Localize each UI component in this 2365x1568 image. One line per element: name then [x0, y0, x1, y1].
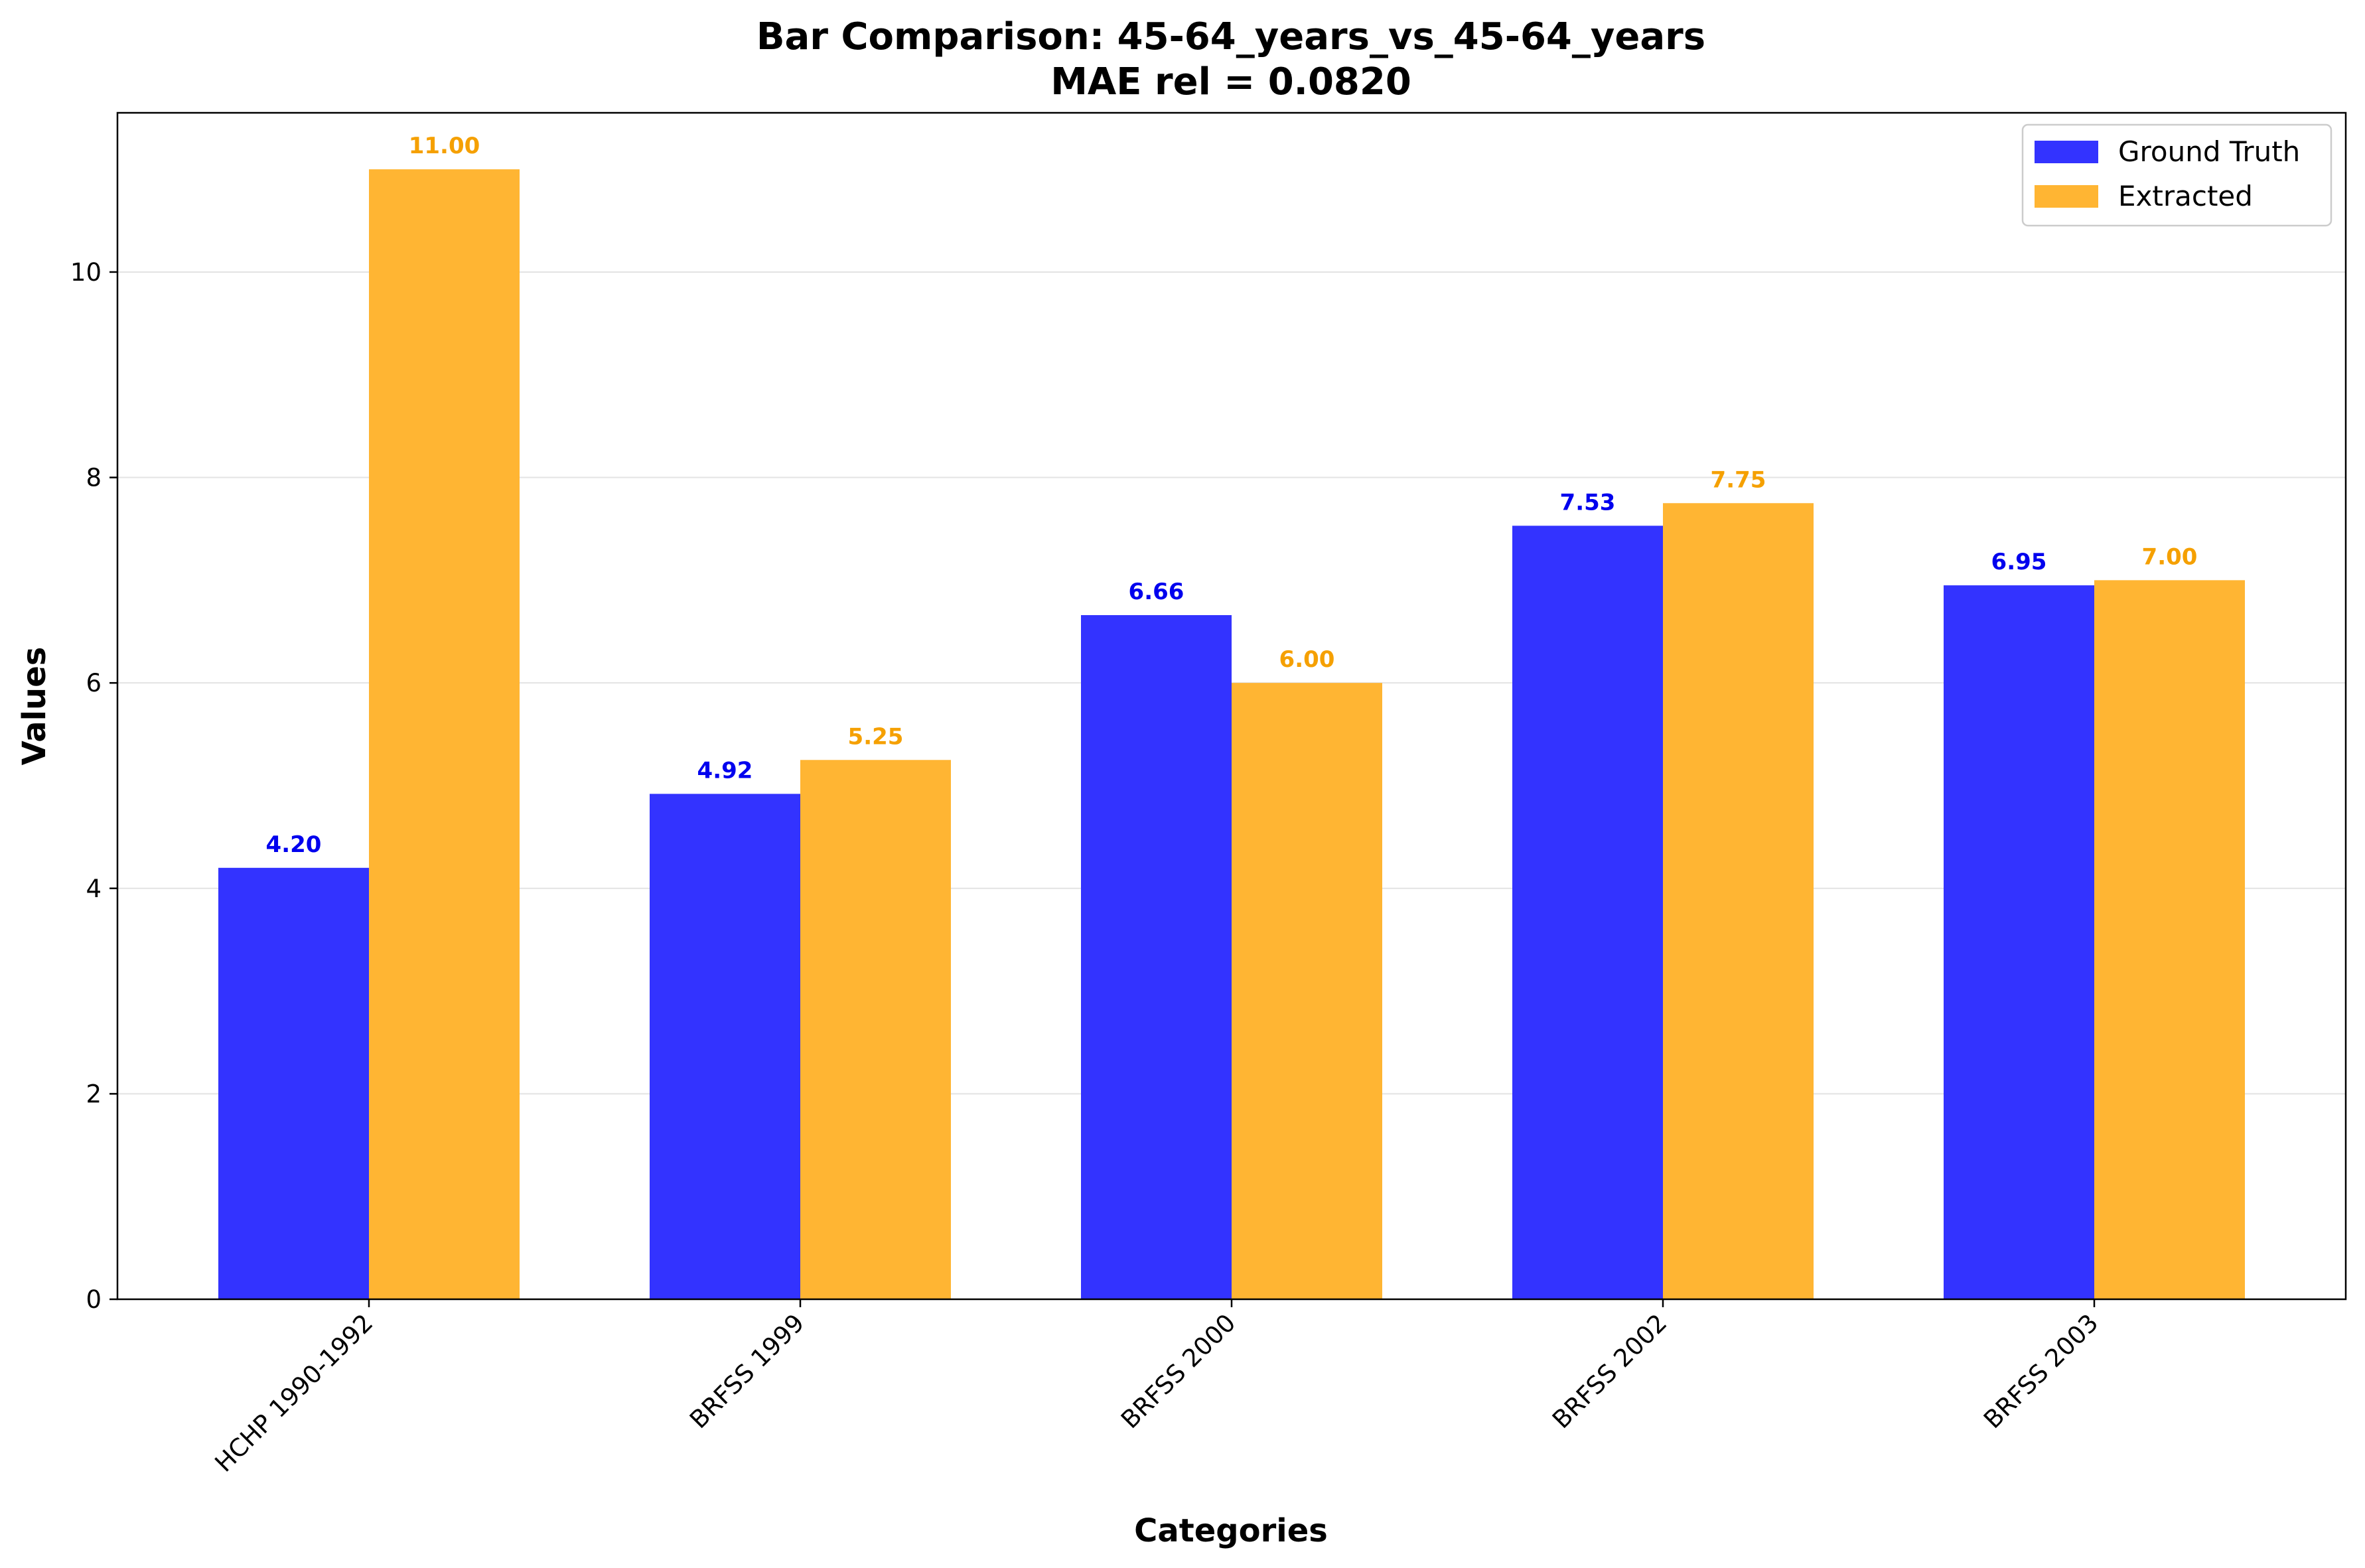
bar-ground-truth-brfss-2003: [1944, 585, 2094, 1299]
x-tick-label-brfss-1999: BRFSS 1999: [684, 1309, 810, 1434]
bar-extracted-hchp-1990-1992: [369, 169, 520, 1300]
x-tick-label-hchp-1990-1992: HCHP 1990-1992: [210, 1309, 379, 1478]
y-axis-label: Values: [16, 647, 53, 766]
value-label-extracted-hchp-1990-1992: 11.00: [409, 133, 480, 159]
y-axis-ticks: 0 2 4 6 8 10: [70, 258, 117, 1314]
chart-title-line-2: MAE rel = 0.0820: [1050, 60, 1411, 104]
x-tick-label-brfss-2002: BRFSS 2002: [1547, 1309, 1672, 1434]
bars: [218, 169, 2245, 1300]
bar-extracted-brfss-2002: [1663, 503, 1814, 1299]
y-tick-label-5: 10: [70, 258, 102, 287]
bar-ground-truth-hchp-1990-1992: [218, 867, 369, 1299]
value-label-ground-truth-brfss-2003: 6.95: [1991, 549, 2047, 575]
y-tick-label-4: 8: [86, 464, 102, 492]
value-label-extracted-brfss-2003: 7.00: [2142, 543, 2198, 570]
legend: Ground Truth Extracted: [2021, 123, 2332, 227]
legend-label-extracted: Extracted: [2118, 180, 2253, 212]
legend-label-ground-truth: Ground Truth: [2118, 135, 2300, 168]
value-label-extracted-brfss-2000: 6.00: [1279, 646, 1335, 673]
legend-swatch-extracted: [2035, 185, 2098, 208]
bar-extracted-brfss-1999: [800, 760, 951, 1299]
value-label-ground-truth-hchp-1990-1992: 4.20: [266, 831, 322, 858]
bar-ground-truth-brfss-1999: [650, 794, 800, 1299]
x-axis-ticks: HCHP 1990-1992 BRFSS 1999 BRFSS 2000 BRFSS …: [210, 1299, 2104, 1478]
legend-swatch-ground-truth: [2035, 141, 2098, 163]
bar-ground-truth-brfss-2002: [1512, 526, 1663, 1299]
y-tick-label-2: 4: [86, 875, 102, 903]
value-labels: 4.20 4.92 6.66 7.53 6.95 11.00 5.25 6.00 7.75 7.0…: [266, 133, 2198, 858]
bar-extracted-brfss-2000: [1232, 683, 1382, 1299]
y-tick-label-3: 6: [86, 669, 102, 697]
y-tick-label-0: 0: [86, 1285, 102, 1314]
value-label-ground-truth-brfss-2002: 7.53: [1560, 489, 1616, 516]
x-tick-label-brfss-2003: BRFSS 2003: [1978, 1309, 2104, 1434]
value-label-ground-truth-brfss-1999: 4.92: [697, 757, 753, 784]
value-label-extracted-brfss-1999: 5.25: [848, 723, 904, 750]
chart-title-line-1: Bar Comparison: 45-64_years_vs_45-64_yea…: [756, 15, 1705, 58]
bar-extracted-brfss-2003: [2094, 580, 2245, 1299]
x-axis-label: Categories: [1134, 1512, 1328, 1549]
y-tick-label-1: 2: [86, 1080, 102, 1108]
bar-ground-truth-brfss-2000: [1081, 614, 1232, 1300]
value-label-ground-truth-brfss-2000: 6.66: [1129, 579, 1184, 605]
x-tick-label-brfss-2000: BRFSS 2000: [1115, 1309, 1241, 1434]
value-label-extracted-brfss-2002: 7.75: [1711, 466, 1766, 493]
legend-frame: [2021, 123, 2332, 227]
